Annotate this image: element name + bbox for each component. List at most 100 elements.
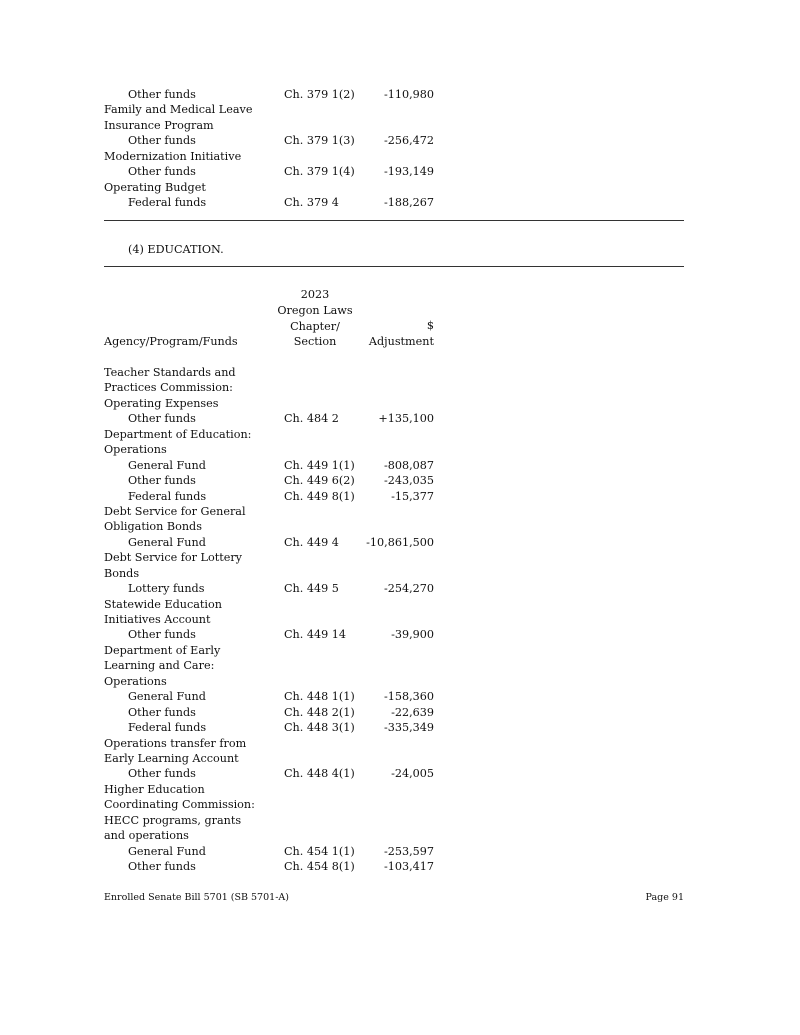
row-label: Other funds <box>128 767 196 781</box>
table-row: Department of Education: <box>104 427 434 442</box>
row-label: Modernization Initiative <box>104 149 242 163</box>
table-row: Learning and Care: <box>104 658 434 673</box>
header-chapter: 2023 Oregon Laws Chapter/ Section <box>270 287 360 350</box>
row-label: Learning and Care: <box>104 659 215 673</box>
row-chapter: Ch. 448 3(1) <box>284 721 355 735</box>
table-row: Other funds Ch. 379 1(2) -110,980 <box>104 87 434 102</box>
header-adjustment-line: $ <box>426 319 434 332</box>
header-chapter-line: Oregon Laws <box>277 303 353 317</box>
row-amount: -10,861,500 <box>366 535 434 549</box>
table-row: General Fund Ch. 449 1(1) -808,087 <box>104 458 434 473</box>
row-amount: -110,980 <box>383 88 434 101</box>
header-adjustment: $ Adjustment <box>369 318 434 350</box>
table-row: Bonds <box>104 566 434 581</box>
section-title: (4) EDUCATION. <box>128 243 224 256</box>
table-row: Other funds Ch. 454 8(1) -103,417 <box>104 859 434 874</box>
table-row: Modernization Initiative <box>104 149 434 164</box>
row-chapter: Ch. 379 1(2) <box>284 88 355 101</box>
row-chapter: Ch. 379 1(3) <box>284 134 355 148</box>
table-row: Other funds Ch. 379 1(3) -256,472 <box>104 133 434 148</box>
header-chapter-line: Section <box>293 335 337 349</box>
row-label: Coordinating Commission: <box>104 798 255 812</box>
header-adjustment-line: Adjustment <box>368 334 434 348</box>
table-row: Initiatives Account <box>104 612 434 627</box>
footer-bill: Enrolled Senate Bill 5701 (SB 5701-A) <box>104 892 289 903</box>
row-chapter: Ch. 449 14 <box>284 628 347 642</box>
row-amount: -39,900 <box>391 628 434 642</box>
row-amount: -24,005 <box>391 767 434 781</box>
table-row: Practices Commission: <box>104 380 434 395</box>
table-row: General Fund Ch. 449 4 -10,861,500 <box>104 535 434 550</box>
row-chapter: Ch. 454 1(1) <box>284 844 355 858</box>
header-chapter-line: 2023 <box>300 288 330 301</box>
row-label: Initiatives Account <box>104 613 211 626</box>
row-label: and operations <box>104 829 189 843</box>
table-row: Teacher Standards and <box>104 365 434 380</box>
row-amount: +135,100 <box>378 412 434 426</box>
table-header: Agency/Program/Funds 2023 Oregon Laws Ch… <box>104 287 434 351</box>
row-label: Operating Budget <box>104 180 206 194</box>
row-chapter: Ch. 449 6(2) <box>284 474 355 488</box>
row-label: Debt Service for General <box>104 504 246 518</box>
row-amount: -158,360 <box>383 690 434 704</box>
row-label: Other funds <box>128 628 196 642</box>
row-chapter: Ch. 454 8(1) <box>284 860 355 873</box>
table-row: General Fund Ch. 454 1(1) -253,597 <box>104 844 434 859</box>
row-amount: -188,267 <box>383 196 434 210</box>
row-label: Obligation Bonds <box>104 520 202 534</box>
row-label: General Fund <box>128 535 206 549</box>
table-row: and operations <box>104 828 434 843</box>
table-row: Federal funds Ch. 448 3(1) -335,349 <box>104 720 434 735</box>
row-chapter: Ch. 449 4 <box>284 535 339 549</box>
row-label: Federal funds <box>128 489 207 503</box>
table-row: Statewide Education <box>104 597 434 612</box>
table-row: Obligation Bonds <box>104 519 434 534</box>
row-label: Other funds <box>128 88 196 101</box>
row-label: Federal funds <box>128 196 207 210</box>
header-agency: Agency/Program/Funds <box>104 335 238 348</box>
table-row: Department of Early <box>104 643 434 658</box>
table-row: Insurance Program <box>104 118 434 133</box>
row-label: Debt Service for Lottery <box>104 551 243 565</box>
row-label: Early Learning Account <box>104 751 239 765</box>
row-label: General Fund <box>128 690 206 704</box>
table-row: General Fund Ch. 448 1(1) -158,360 <box>104 689 434 704</box>
row-label: Other funds <box>128 412 196 426</box>
row-amount: -103,417 <box>383 860 434 873</box>
row-chapter: Ch. 379 1(4) <box>284 165 355 179</box>
row-label: Other funds <box>128 134 196 148</box>
row-chapter: Ch. 449 1(1) <box>284 458 355 472</box>
row-label: General Fund <box>128 458 206 472</box>
table-row: Other funds Ch. 448 2(1) -22,639 <box>104 705 434 720</box>
row-label: Other funds <box>128 860 196 873</box>
footer-page-number: Page 91 <box>645 892 684 903</box>
row-label: Higher Education <box>104 782 205 796</box>
row-amount: -22,639 <box>391 705 434 719</box>
table-row: Operations transfer from <box>104 736 434 751</box>
row-label: Operations transfer from <box>104 736 247 750</box>
row-label: General Fund <box>128 844 206 858</box>
row-label: Lottery funds <box>128 582 205 596</box>
row-amount: -254,270 <box>383 582 434 596</box>
row-chapter: Ch. 449 5 <box>284 582 339 596</box>
row-label: Practices Commission: <box>104 381 233 395</box>
row-amount: -256,472 <box>383 134 434 148</box>
row-label: Operations <box>104 674 167 688</box>
row-chapter: Ch. 379 4 <box>284 196 339 210</box>
continued-table: Other funds Ch. 379 1(2) -110,980 Family an… <box>104 87 434 211</box>
row-chapter: Ch. 449 8(1) <box>284 489 355 503</box>
table-row: HECC programs, grants <box>104 813 434 828</box>
table-row: Operating Expenses <box>104 396 434 411</box>
row-label: Statewide Education <box>104 597 222 611</box>
row-amount: -15,377 <box>391 489 434 503</box>
table-row: Other funds Ch. 449 14 -39,900 <box>104 627 434 642</box>
header-chapter-line: Chapter/ <box>290 319 340 333</box>
table-row: Federal funds Ch. 379 4 -188,267 <box>104 195 434 210</box>
education-table: Teacher Standards and Practices Commissio… <box>104 365 434 874</box>
row-label: Teacher Standards and <box>104 366 236 379</box>
row-amount: -253,597 <box>383 844 434 858</box>
table-row: Early Learning Account <box>104 751 434 766</box>
row-amount: -193,149 <box>383 165 434 179</box>
row-chapter: Ch. 448 4(1) <box>284 767 355 781</box>
row-label: Other funds <box>128 474 196 488</box>
